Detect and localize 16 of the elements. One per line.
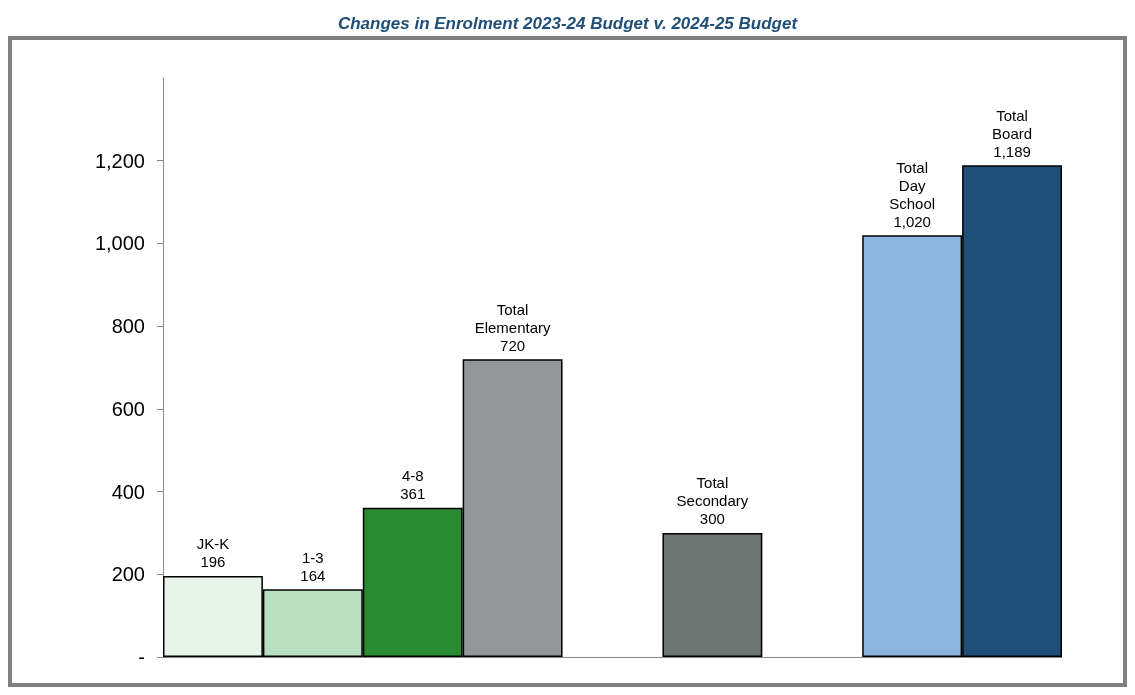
y-tick-label: 200 (111, 563, 145, 586)
data-label: 4-8 361 (400, 467, 426, 503)
chart-title: Changes in Enrolment 2023-24 Budget v. 2024-25 Budget (337, 14, 799, 33)
data-label: Total Elementary 720 (474, 300, 552, 354)
data-label: JK-K 196 (196, 535, 230, 571)
y-tick-label: 800 (111, 315, 145, 338)
data-label: Total Board 1,189 (992, 106, 1033, 160)
y-tick-label: 400 (111, 480, 145, 503)
y-tick-label: 600 (111, 397, 145, 420)
data-label: Total Day School 1,020 (889, 158, 936, 230)
data-label: 1-3 164 (300, 548, 326, 584)
data-label: Total Secondary 300 (676, 474, 749, 528)
y-tick-label: 1,000 (94, 232, 145, 255)
y-tick-label: 1,200 (94, 149, 145, 172)
y-tick-label: - (138, 646, 145, 668)
bar (662, 532, 763, 657)
